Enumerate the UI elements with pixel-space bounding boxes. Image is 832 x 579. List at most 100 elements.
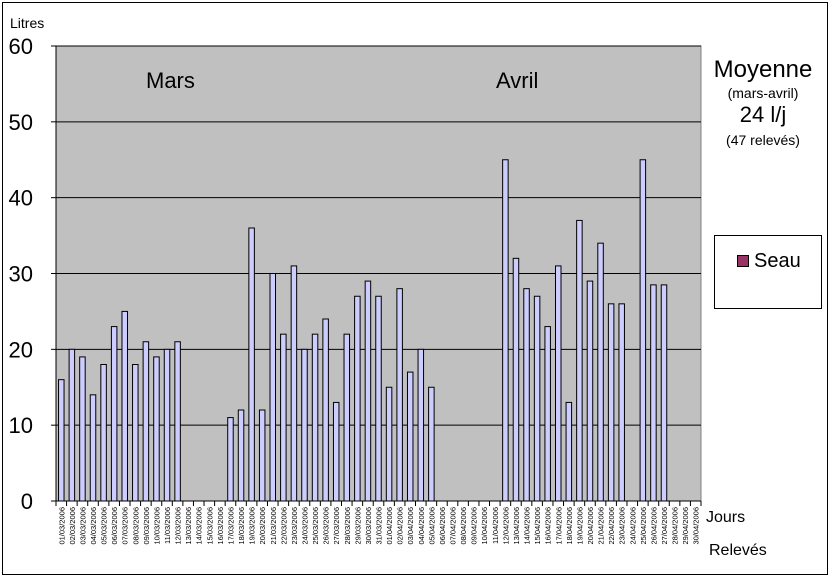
bar xyxy=(533,295,541,502)
x-tick-label: 08/03/2006 xyxy=(131,507,140,545)
x-tick-label: 29/04/2006 xyxy=(681,507,690,545)
y-ticks: 0 10 20 30 40 50 60 xyxy=(9,34,56,514)
x-tick-label: 20/03/2006 xyxy=(258,507,267,545)
bar xyxy=(406,371,414,502)
bar xyxy=(248,227,255,502)
bar xyxy=(301,348,308,502)
x-tick-label: 28/04/2006 xyxy=(671,507,680,545)
bar xyxy=(417,348,425,502)
month-label-avril: Avril xyxy=(496,68,538,93)
x-axis-label-secondary: Relevés xyxy=(709,542,767,559)
bar xyxy=(153,356,160,502)
bar xyxy=(100,364,107,502)
bar xyxy=(269,273,277,502)
x-tick-label: 14/03/2006 xyxy=(195,507,204,545)
x-tick-label: 22/04/2006 xyxy=(607,507,616,545)
bar xyxy=(332,401,340,502)
bar xyxy=(385,386,393,502)
x-tick-label: 07/04/2006 xyxy=(449,507,458,545)
bar xyxy=(132,364,139,502)
x-tick-label: 06/04/2006 xyxy=(438,507,447,545)
x-tick-label: 31/03/2006 xyxy=(375,507,384,545)
bar xyxy=(68,348,76,502)
bar xyxy=(174,341,181,502)
x-tick-label: 14/04/2006 xyxy=(523,507,532,545)
bar xyxy=(237,409,245,502)
x-tick-label: 01/04/2006 xyxy=(385,507,394,545)
x-tick-label: 20/04/2006 xyxy=(586,507,595,545)
bar xyxy=(639,159,647,502)
x-tick-label: 22/03/2006 xyxy=(279,507,288,545)
x-tick-label: 28/03/2006 xyxy=(343,507,352,545)
x-tick-label: 01/03/2006 xyxy=(57,507,66,545)
x-tick-label: 15/04/2006 xyxy=(533,507,542,545)
bar xyxy=(354,295,361,502)
bar xyxy=(576,219,583,502)
bar xyxy=(607,303,615,502)
x-tick-label: 24/04/2006 xyxy=(628,507,637,545)
bar xyxy=(502,159,509,502)
bar xyxy=(650,284,657,502)
bar xyxy=(89,394,97,502)
x-tick-label: 21/04/2006 xyxy=(597,507,606,545)
bar xyxy=(322,318,329,502)
bar xyxy=(163,348,171,502)
x-tick-label: 02/03/2006 xyxy=(68,507,77,545)
x-tick-label: 06/03/2006 xyxy=(110,507,119,545)
x-tick-label: 26/03/2006 xyxy=(322,507,331,545)
x-tick-label: 08/04/2006 xyxy=(459,507,468,545)
x-tick-label: 12/03/2006 xyxy=(174,507,183,545)
x-tick-label: 17/04/2006 xyxy=(554,507,563,545)
x-tick-label: 07/03/2006 xyxy=(121,507,130,545)
x-tick-label: 19/03/2006 xyxy=(248,507,257,545)
x-ticks: 01/03/2006 02/03/2006 03/03/2006 04/03/2006… xyxy=(55,501,702,545)
x-tick-label: 03/04/2006 xyxy=(406,507,415,545)
x-tick-label: 13/03/2006 xyxy=(184,507,193,545)
bar xyxy=(110,326,118,502)
bar xyxy=(343,333,351,502)
summary-count: (47 relevés) xyxy=(726,132,800,148)
bar xyxy=(258,409,266,502)
x-axis-label: Jours xyxy=(706,509,746,526)
x-tick-label: 02/04/2006 xyxy=(396,507,405,545)
bar xyxy=(544,326,551,502)
month-label-mars: Mars xyxy=(146,68,195,93)
x-tick-label: 05/04/2006 xyxy=(427,507,436,545)
bar xyxy=(79,356,86,502)
x-tick-label: 24/03/2006 xyxy=(300,507,309,545)
x-tick-label: 12/04/2006 xyxy=(501,507,510,545)
y-tick-label: 20 xyxy=(9,337,33,362)
bar xyxy=(375,295,382,502)
x-tick-label: 16/03/2006 xyxy=(216,507,225,545)
x-tick-label: 18/03/2006 xyxy=(237,507,246,545)
x-tick-label: 27/03/2006 xyxy=(332,507,341,545)
summary-value: 24 l/j xyxy=(739,102,787,127)
bar xyxy=(311,333,319,502)
x-tick-label: 10/04/2006 xyxy=(480,507,489,545)
bar xyxy=(428,386,435,502)
y-tick-label: 50 xyxy=(9,110,33,135)
legend: Seau xyxy=(714,235,822,309)
x-tick-label: 27/04/2006 xyxy=(660,507,669,545)
bar xyxy=(555,265,562,502)
summary-title: Moyenne xyxy=(713,56,813,83)
x-tick-label: 26/04/2006 xyxy=(649,507,658,545)
x-tick-label: 04/04/2006 xyxy=(417,507,426,545)
x-tick-label: 30/04/2006 xyxy=(692,507,701,545)
bar xyxy=(121,310,128,502)
bar xyxy=(227,417,234,502)
legend-label: Seau xyxy=(754,250,801,272)
bar xyxy=(396,288,403,502)
bar xyxy=(586,280,594,502)
x-tick-label: 11/03/2006 xyxy=(163,507,172,544)
x-tick-label: 17/03/2006 xyxy=(226,507,235,545)
x-tick-label: 29/03/2006 xyxy=(353,507,362,545)
y-tick-label: 30 xyxy=(9,262,33,287)
x-tick-label: 09/04/2006 xyxy=(470,507,479,545)
x-tick-label: 21/03/2006 xyxy=(269,507,278,545)
bars xyxy=(58,159,668,502)
bar xyxy=(660,284,668,502)
summary-period: (mars-avril) xyxy=(727,85,799,101)
legend-swatch xyxy=(737,255,749,267)
x-tick-label: 05/03/2006 xyxy=(100,507,109,545)
